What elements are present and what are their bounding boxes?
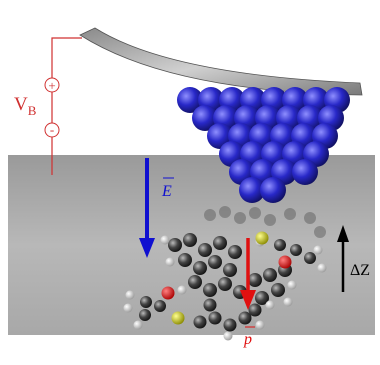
hydrogen-atom (288, 281, 297, 290)
tip-atom (260, 177, 286, 203)
faint-atom (249, 207, 261, 219)
dipole-label: p (243, 331, 252, 348)
displacement-label: ΔZ (350, 262, 370, 279)
carbon-atom (168, 238, 182, 252)
hydrogen-atom (224, 332, 233, 341)
carbon-atom (140, 296, 152, 308)
hydrogen-atom (178, 286, 187, 295)
hydrogen-atom (166, 258, 175, 267)
carbon-atom (178, 253, 192, 267)
carbon-atom (263, 268, 277, 282)
faint-atom (204, 209, 216, 221)
field-label: E (161, 183, 172, 200)
sulfur-atom (172, 312, 185, 325)
carbon-atom (193, 261, 207, 275)
hydrogen-atom (134, 321, 143, 330)
hydrogen-atom (318, 264, 327, 273)
carbon-atom (194, 316, 207, 329)
hydrogen-atom (256, 321, 265, 330)
oxygen-atom (162, 287, 175, 300)
faint-atom (304, 212, 316, 224)
hydrogen-atom (314, 246, 323, 255)
carbon-atom (223, 263, 237, 277)
cantilever (80, 28, 362, 95)
carbon-atom (274, 239, 286, 251)
carbon-atom (188, 275, 202, 289)
sulfur-atom (256, 232, 269, 245)
hydrogen-atom (124, 304, 133, 313)
carbon-atom (218, 277, 232, 291)
carbon-atom (154, 300, 166, 312)
carbon-atom (271, 283, 285, 297)
carbon-atom (204, 299, 217, 312)
tip-atom (292, 159, 318, 185)
faint-atom (314, 226, 326, 238)
bias-label: VB (14, 94, 37, 118)
carbon-atom (249, 304, 262, 317)
hydrogen-atom (161, 236, 170, 245)
oxygen-atom (279, 256, 292, 269)
hydrogen-atom (266, 301, 275, 310)
hydrogen-atom (126, 291, 135, 300)
plus-sign: + (48, 78, 55, 93)
bias-subscript: B (28, 103, 37, 118)
carbon-atom (198, 243, 212, 257)
faint-atom (264, 214, 276, 226)
carbon-atom (209, 312, 222, 325)
faint-atom (219, 206, 231, 218)
carbon-atom (248, 273, 262, 287)
minus-sign: - (50, 122, 54, 137)
carbon-atom (183, 233, 197, 247)
carbon-atom (228, 245, 242, 259)
carbon-atom (139, 309, 151, 321)
illustration: + - VB E p ΔZ (0, 0, 380, 365)
faint-atom (284, 208, 296, 220)
faint-atom (234, 212, 246, 224)
carbon-atom (213, 236, 227, 250)
bias-symbol: V (14, 94, 28, 115)
hydrogen-atom (284, 298, 293, 307)
carbon-atom (224, 319, 237, 332)
carbon-atom (290, 244, 302, 256)
carbon-atom (203, 283, 217, 297)
carbon-atom (208, 255, 222, 269)
circuit-wire (52, 38, 82, 175)
carbon-atom (304, 252, 316, 264)
